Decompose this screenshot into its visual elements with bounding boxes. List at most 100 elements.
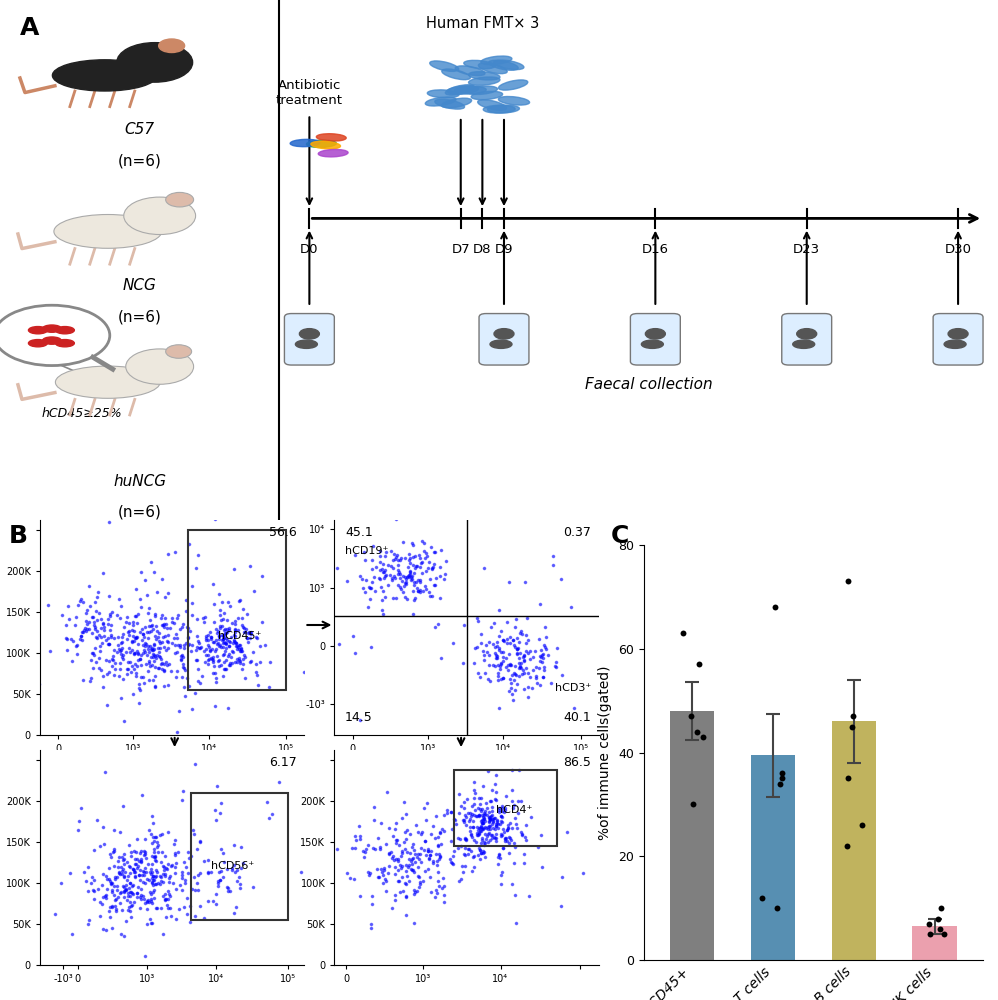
- Point: [535, 669, 551, 685]
- Point: [155, 629, 171, 645]
- Point: [130, 629, 146, 645]
- Point: [486, 615, 502, 631]
- Point: [773, 770, 789, 786]
- Point: [355, 843, 371, 859]
- Point: [428, 853, 444, 869]
- Point: [525, 662, 541, 678]
- Point: [156, 656, 172, 672]
- Point: [211, 631, 227, 647]
- Point: [104, 920, 120, 936]
- Point: [474, 801, 490, 817]
- Point: [216, 605, 232, 621]
- Point: [110, 859, 126, 875]
- Point: [143, 886, 159, 902]
- Ellipse shape: [498, 97, 530, 105]
- Point: [211, 652, 227, 668]
- Point: [243, 624, 258, 640]
- Point: [216, 628, 232, 644]
- Point: [168, 845, 184, 861]
- Point: [473, 803, 489, 819]
- Point: [491, 800, 507, 816]
- Point: [474, 821, 490, 837]
- Point: [115, 798, 131, 814]
- Point: [522, 651, 538, 667]
- Point: [240, 625, 255, 641]
- Point: [114, 902, 130, 918]
- Point: [378, 873, 394, 889]
- Point: [228, 628, 244, 644]
- Point: [383, 558, 399, 574]
- Point: [476, 652, 492, 668]
- Point: [142, 894, 158, 910]
- Point: [122, 875, 138, 891]
- Point: [169, 881, 185, 897]
- Point: [386, 546, 402, 562]
- Point: [363, 639, 379, 655]
- Point: [365, 840, 381, 856]
- Point: [153, 900, 169, 916]
- Point: [421, 851, 437, 867]
- Point: [675, 625, 691, 641]
- Point: [383, 844, 399, 860]
- Point: [508, 611, 524, 627]
- Point: [243, 626, 258, 642]
- Point: [103, 627, 119, 643]
- Point: [428, 808, 444, 824]
- Point: [446, 812, 462, 828]
- Text: 14.5: 14.5: [345, 711, 372, 724]
- Point: [197, 654, 213, 670]
- Point: [412, 846, 428, 862]
- Point: [488, 767, 504, 783]
- Point: [479, 807, 495, 823]
- Point: [247, 583, 262, 599]
- Point: [148, 650, 164, 666]
- Point: [453, 798, 469, 814]
- Point: [106, 887, 122, 903]
- Point: [418, 581, 434, 597]
- Point: [177, 662, 193, 678]
- Point: [549, 640, 565, 656]
- Point: [398, 574, 414, 590]
- Point: [447, 816, 463, 832]
- Point: [220, 648, 236, 664]
- Point: [315, 596, 331, 612]
- Point: [189, 639, 205, 655]
- Point: [548, 654, 564, 670]
- Point: [235, 619, 250, 635]
- Point: [140, 893, 156, 909]
- Point: [140, 892, 156, 908]
- Point: [363, 920, 379, 936]
- Point: [418, 795, 434, 811]
- Point: [445, 856, 461, 872]
- Point: [233, 880, 249, 896]
- Point: [242, 654, 257, 670]
- Point: [370, 869, 386, 885]
- Point: [476, 647, 492, 663]
- Point: [404, 862, 420, 878]
- Point: [407, 548, 423, 564]
- Point: [481, 810, 497, 826]
- Point: [220, 621, 236, 637]
- Point: [65, 926, 81, 942]
- Point: [482, 812, 498, 828]
- Point: [385, 828, 401, 844]
- Point: [405, 583, 421, 599]
- Point: [155, 617, 171, 633]
- Point: [182, 898, 198, 914]
- Point: [500, 820, 516, 836]
- Point: [486, 810, 502, 826]
- Point: [504, 686, 520, 702]
- Point: [479, 800, 495, 816]
- Point: [405, 606, 421, 622]
- Point: [457, 831, 473, 847]
- Point: [242, 630, 257, 646]
- Point: [135, 874, 151, 890]
- Point: [125, 614, 141, 630]
- Point: [135, 888, 151, 904]
- Point: [469, 639, 485, 655]
- Point: [484, 827, 500, 843]
- Point: [471, 807, 487, 823]
- Point: [80, 859, 96, 875]
- Ellipse shape: [468, 72, 500, 80]
- Point: [501, 829, 517, 845]
